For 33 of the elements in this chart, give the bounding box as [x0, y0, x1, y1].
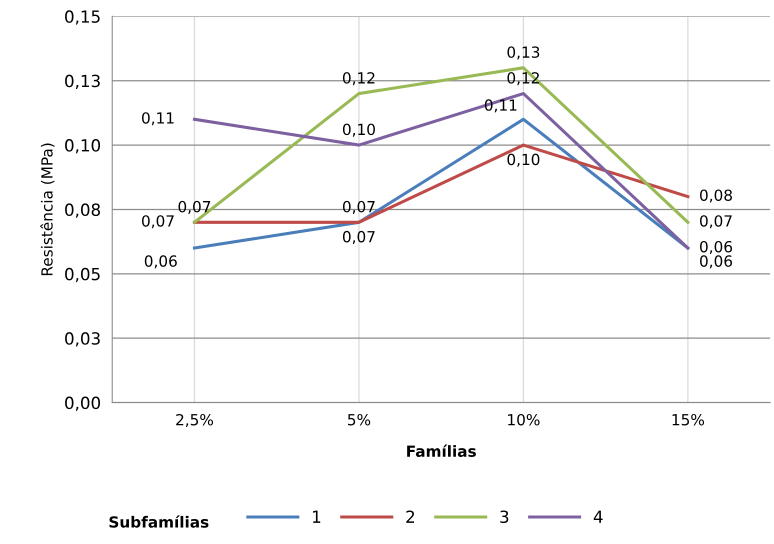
x-tick-label: 10%	[508, 414, 540, 426]
legend-label: 4	[594, 510, 603, 523]
data-label: 0,07	[342, 230, 375, 244]
y-tick-label: 0,00	[65, 396, 100, 411]
data-label: 0,10	[507, 154, 540, 167]
y-tick-label: 0,03	[65, 332, 100, 346]
data-label: 0,06	[700, 255, 732, 268]
x-tick-label: 5%	[348, 414, 370, 426]
data-label: 0,07	[342, 200, 375, 214]
data-label: 0,06	[700, 240, 732, 254]
data-label: 0,12	[342, 72, 374, 86]
x-axis-title: Famílias	[407, 444, 476, 457]
data-label: 0,13	[507, 46, 540, 60]
legend-label: 3	[500, 510, 508, 524]
data-label: 0,11	[484, 99, 516, 112]
data-label: 0,07	[700, 215, 732, 228]
y-tick-label: 0,13	[65, 74, 100, 89]
y-tick-label: 0,10	[65, 139, 100, 154]
data-label: 0,07	[178, 200, 210, 214]
y-tick-label: 0,08	[65, 203, 100, 218]
data-label: 0,10	[342, 124, 375, 137]
data-label: 0,11	[142, 112, 174, 126]
y-axis-title: Resistência (MPa)	[40, 144, 55, 276]
x-tick-label: 15%	[672, 414, 704, 426]
legend-label: 2	[406, 510, 414, 523]
x-tick-label: 2,5%	[176, 414, 214, 428]
data-label: 0,08	[700, 189, 732, 203]
y-tick-label: 0,05	[65, 268, 100, 282]
data-label: 0,07	[142, 215, 174, 228]
data-label: 0,06	[144, 255, 177, 268]
legend-title: Subfamílias	[109, 515, 208, 528]
y-tick-label: 0,15	[65, 10, 100, 25]
legend-label: 1	[312, 510, 320, 523]
